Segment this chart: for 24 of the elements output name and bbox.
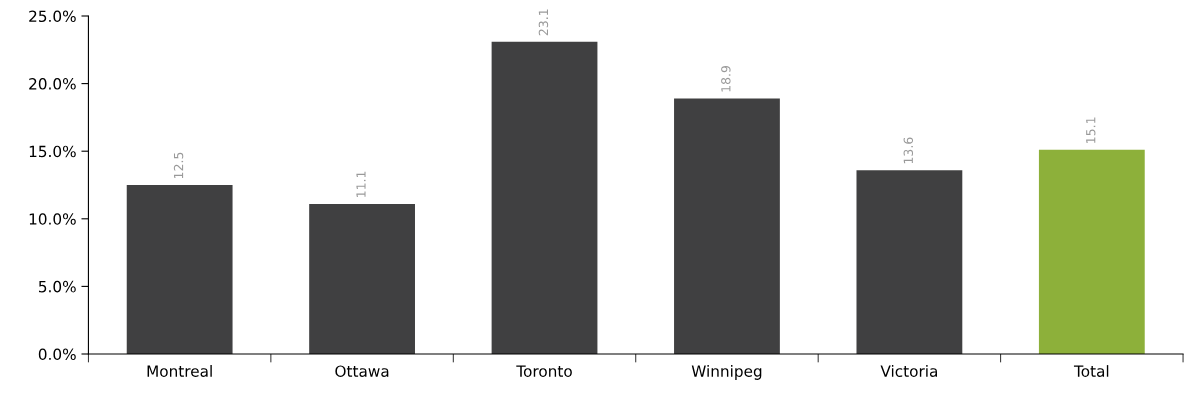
x-tick-label: Victoria xyxy=(880,365,937,377)
y-tick-label: 5.0% xyxy=(38,280,76,293)
data-label: 18.9 xyxy=(721,65,731,92)
data-label: 13.6 xyxy=(903,137,914,164)
x-tick-label: Total xyxy=(1073,365,1109,377)
x-tick-label: Montreal xyxy=(147,365,212,377)
data-label: 11.1 xyxy=(356,171,366,197)
bar xyxy=(1038,149,1145,354)
y-tick-label: 25.0% xyxy=(29,10,76,23)
y-tick-label: 15.0% xyxy=(29,145,76,158)
bar xyxy=(491,41,598,354)
bar xyxy=(309,203,415,354)
bar xyxy=(856,170,963,354)
y-tick-label: 0.0% xyxy=(38,348,76,361)
y-tick-label: 20.0% xyxy=(29,78,76,90)
data-label: 23.1 xyxy=(538,9,549,36)
y-tick-label: 10.0% xyxy=(29,213,76,225)
data-label: 12.5 xyxy=(173,152,184,179)
x-tick-label: Ottawa xyxy=(335,365,389,377)
bar xyxy=(674,98,780,354)
data-label: 15.1 xyxy=(1086,117,1096,143)
bar xyxy=(126,185,233,354)
x-tick-label: Toronto xyxy=(516,365,572,377)
x-tick-label: Winnipeg xyxy=(691,365,762,380)
